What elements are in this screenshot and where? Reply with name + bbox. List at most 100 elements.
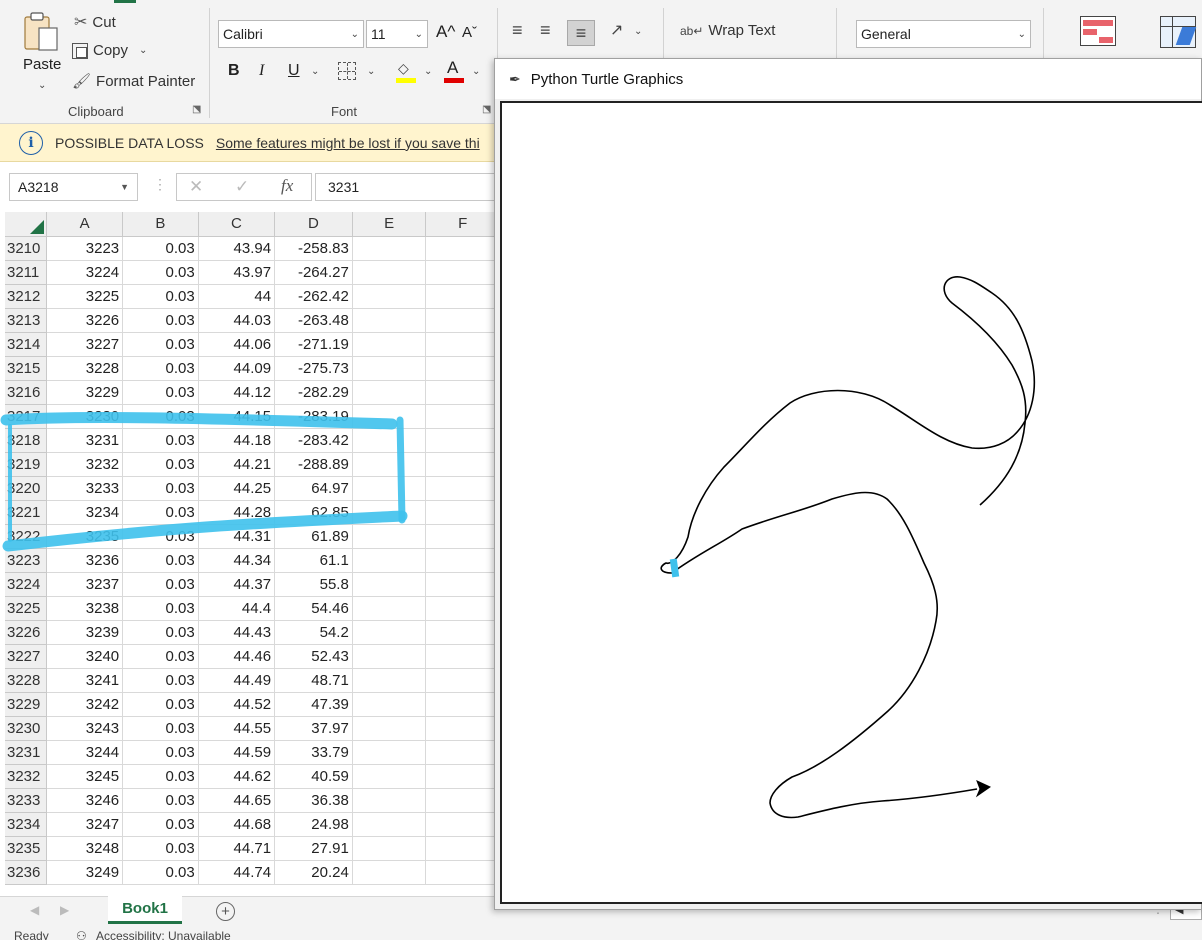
cell-d[interactable]: -275.73 xyxy=(274,356,353,381)
cell-e[interactable] xyxy=(352,764,427,789)
cell-a[interactable]: 3233 xyxy=(46,476,124,501)
cell-e[interactable] xyxy=(352,836,427,861)
cell-f[interactable] xyxy=(425,260,500,285)
cell-a[interactable]: 3236 xyxy=(46,548,124,573)
orientation-icon[interactable]: ↗ xyxy=(610,22,624,39)
font-family-select[interactable]: Calibri ⌄ xyxy=(218,20,364,48)
cell-f[interactable] xyxy=(425,860,500,885)
cell-e[interactable] xyxy=(352,452,427,477)
cell-c[interactable]: 44.4 xyxy=(198,596,276,621)
cell-c[interactable]: 44.52 xyxy=(198,692,276,717)
row-header[interactable]: 3231 xyxy=(5,740,48,765)
cell-e[interactable] xyxy=(352,404,427,429)
cell-c[interactable]: 43.97 xyxy=(198,260,276,285)
column-header[interactable]: C xyxy=(198,212,276,237)
cell-e[interactable] xyxy=(352,284,427,309)
cell-b[interactable]: 0.03 xyxy=(122,860,199,885)
scroll-left-icon[interactable]: ◀ xyxy=(30,903,40,917)
row-header[interactable]: 3230 xyxy=(5,716,48,741)
cell-a[interactable]: 3231 xyxy=(46,428,124,453)
cell-f[interactable] xyxy=(425,764,500,789)
cell-d[interactable]: 61.89 xyxy=(274,524,353,549)
cell-e[interactable] xyxy=(352,644,427,669)
cell-b[interactable]: 0.03 xyxy=(122,692,199,717)
wrap-text-button[interactable]: ab↵ Wrap Text xyxy=(680,22,775,39)
cell-f[interactable] xyxy=(425,788,500,813)
orientation-dropdown-icon[interactable]: ⌄ xyxy=(634,26,643,37)
cell-b[interactable]: 0.03 xyxy=(122,332,199,357)
more-options-icon[interactable]: ⋮ xyxy=(153,176,167,192)
cell-d[interactable]: 54.46 xyxy=(274,596,353,621)
cell-b[interactable]: 0.03 xyxy=(122,356,199,381)
row-header[interactable]: 3229 xyxy=(5,692,48,717)
row-header[interactable]: 3210 xyxy=(5,236,48,261)
turtle-graphics-window[interactable]: ✒ Python Turtle Graphics xyxy=(494,58,1202,910)
cell-e[interactable] xyxy=(352,260,427,285)
paste-button[interactable]: Paste ⌄ xyxy=(18,10,64,91)
borders-dropdown-icon[interactable]: ⌄ xyxy=(367,66,376,77)
formula-input[interactable]: 3231 xyxy=(315,173,515,201)
scroll-right-icon[interactable]: ▶ xyxy=(60,903,70,917)
cell-b[interactable]: 0.03 xyxy=(122,620,199,645)
cell-e[interactable] xyxy=(352,788,427,813)
cell-d[interactable]: 64.97 xyxy=(274,476,353,501)
cell-e[interactable] xyxy=(352,524,427,549)
cell-b[interactable]: 0.03 xyxy=(122,236,199,261)
cell-f[interactable] xyxy=(425,812,500,837)
bold-button[interactable]: B xyxy=(228,62,240,79)
cell-e[interactable] xyxy=(352,500,427,525)
cell-e[interactable] xyxy=(352,740,427,765)
row-header[interactable]: 3219 xyxy=(5,452,48,477)
cell-a[interactable]: 3223 xyxy=(46,236,124,261)
row-header[interactable]: 3220 xyxy=(5,476,48,501)
cell-d[interactable]: -262.42 xyxy=(274,284,353,309)
cell-f[interactable] xyxy=(425,332,500,357)
cell-d[interactable]: 61.1 xyxy=(274,548,353,573)
cell-b[interactable]: 0.03 xyxy=(122,740,199,765)
align-top-icon[interactable]: ≡ xyxy=(512,20,523,40)
format-painter-button[interactable]: 🖌 Format Painter xyxy=(72,72,195,91)
cell-a[interactable]: 3243 xyxy=(46,716,124,741)
cell-c[interactable]: 44.12 xyxy=(198,380,276,405)
number-format-select[interactable]: General ⌄ xyxy=(856,20,1031,48)
cell-f[interactable] xyxy=(425,380,500,405)
add-sheet-icon[interactable]: + xyxy=(216,902,235,921)
italic-button[interactable]: I xyxy=(259,62,265,79)
cell-f[interactable] xyxy=(425,524,500,549)
cell-c[interactable]: 44.43 xyxy=(198,620,276,645)
enter-check-icon[interactable]: ✓ xyxy=(235,177,250,196)
row-header[interactable]: 3217 xyxy=(5,404,48,429)
fill-color-button[interactable]: ◇ xyxy=(396,60,416,84)
cell-c[interactable]: 44.03 xyxy=(198,308,276,333)
cell-f[interactable] xyxy=(425,476,500,501)
cell-d[interactable]: 24.98 xyxy=(274,812,353,837)
cell-d[interactable]: 27.91 xyxy=(274,836,353,861)
cell-c[interactable]: 44.15 xyxy=(198,404,276,429)
font-color-dropdown-icon[interactable]: ⌄ xyxy=(472,66,481,77)
borders-icon[interactable] xyxy=(338,62,356,80)
row-header[interactable]: 3226 xyxy=(5,620,48,645)
cell-f[interactable] xyxy=(425,644,500,669)
cell-d[interactable]: -283.42 xyxy=(274,428,353,453)
cell-f[interactable] xyxy=(425,620,500,645)
cell-c[interactable]: 44.65 xyxy=(198,788,276,813)
cell-e[interactable] xyxy=(352,428,427,453)
cell-e[interactable] xyxy=(352,356,427,381)
cell-c[interactable]: 44.18 xyxy=(198,428,276,453)
copy-button[interactable]: Copy ⌄ xyxy=(72,42,147,59)
cell-d[interactable]: -264.27 xyxy=(274,260,353,285)
cell-a[interactable]: 3227 xyxy=(46,332,124,357)
cell-e[interactable] xyxy=(352,236,427,261)
turtle-canvas[interactable] xyxy=(500,101,1202,904)
cell-e[interactable] xyxy=(352,476,427,501)
cell-e[interactable] xyxy=(352,548,427,573)
cell-f[interactable] xyxy=(425,548,500,573)
cell-b[interactable]: 0.03 xyxy=(122,548,199,573)
cell-a[interactable]: 3228 xyxy=(46,356,124,381)
row-header[interactable]: 3223 xyxy=(5,548,48,573)
cell-c[interactable]: 44.55 xyxy=(198,716,276,741)
row-header[interactable]: 3235 xyxy=(5,836,48,861)
cell-e[interactable] xyxy=(352,812,427,837)
cell-b[interactable]: 0.03 xyxy=(122,668,199,693)
cell-d[interactable]: 48.71 xyxy=(274,668,353,693)
